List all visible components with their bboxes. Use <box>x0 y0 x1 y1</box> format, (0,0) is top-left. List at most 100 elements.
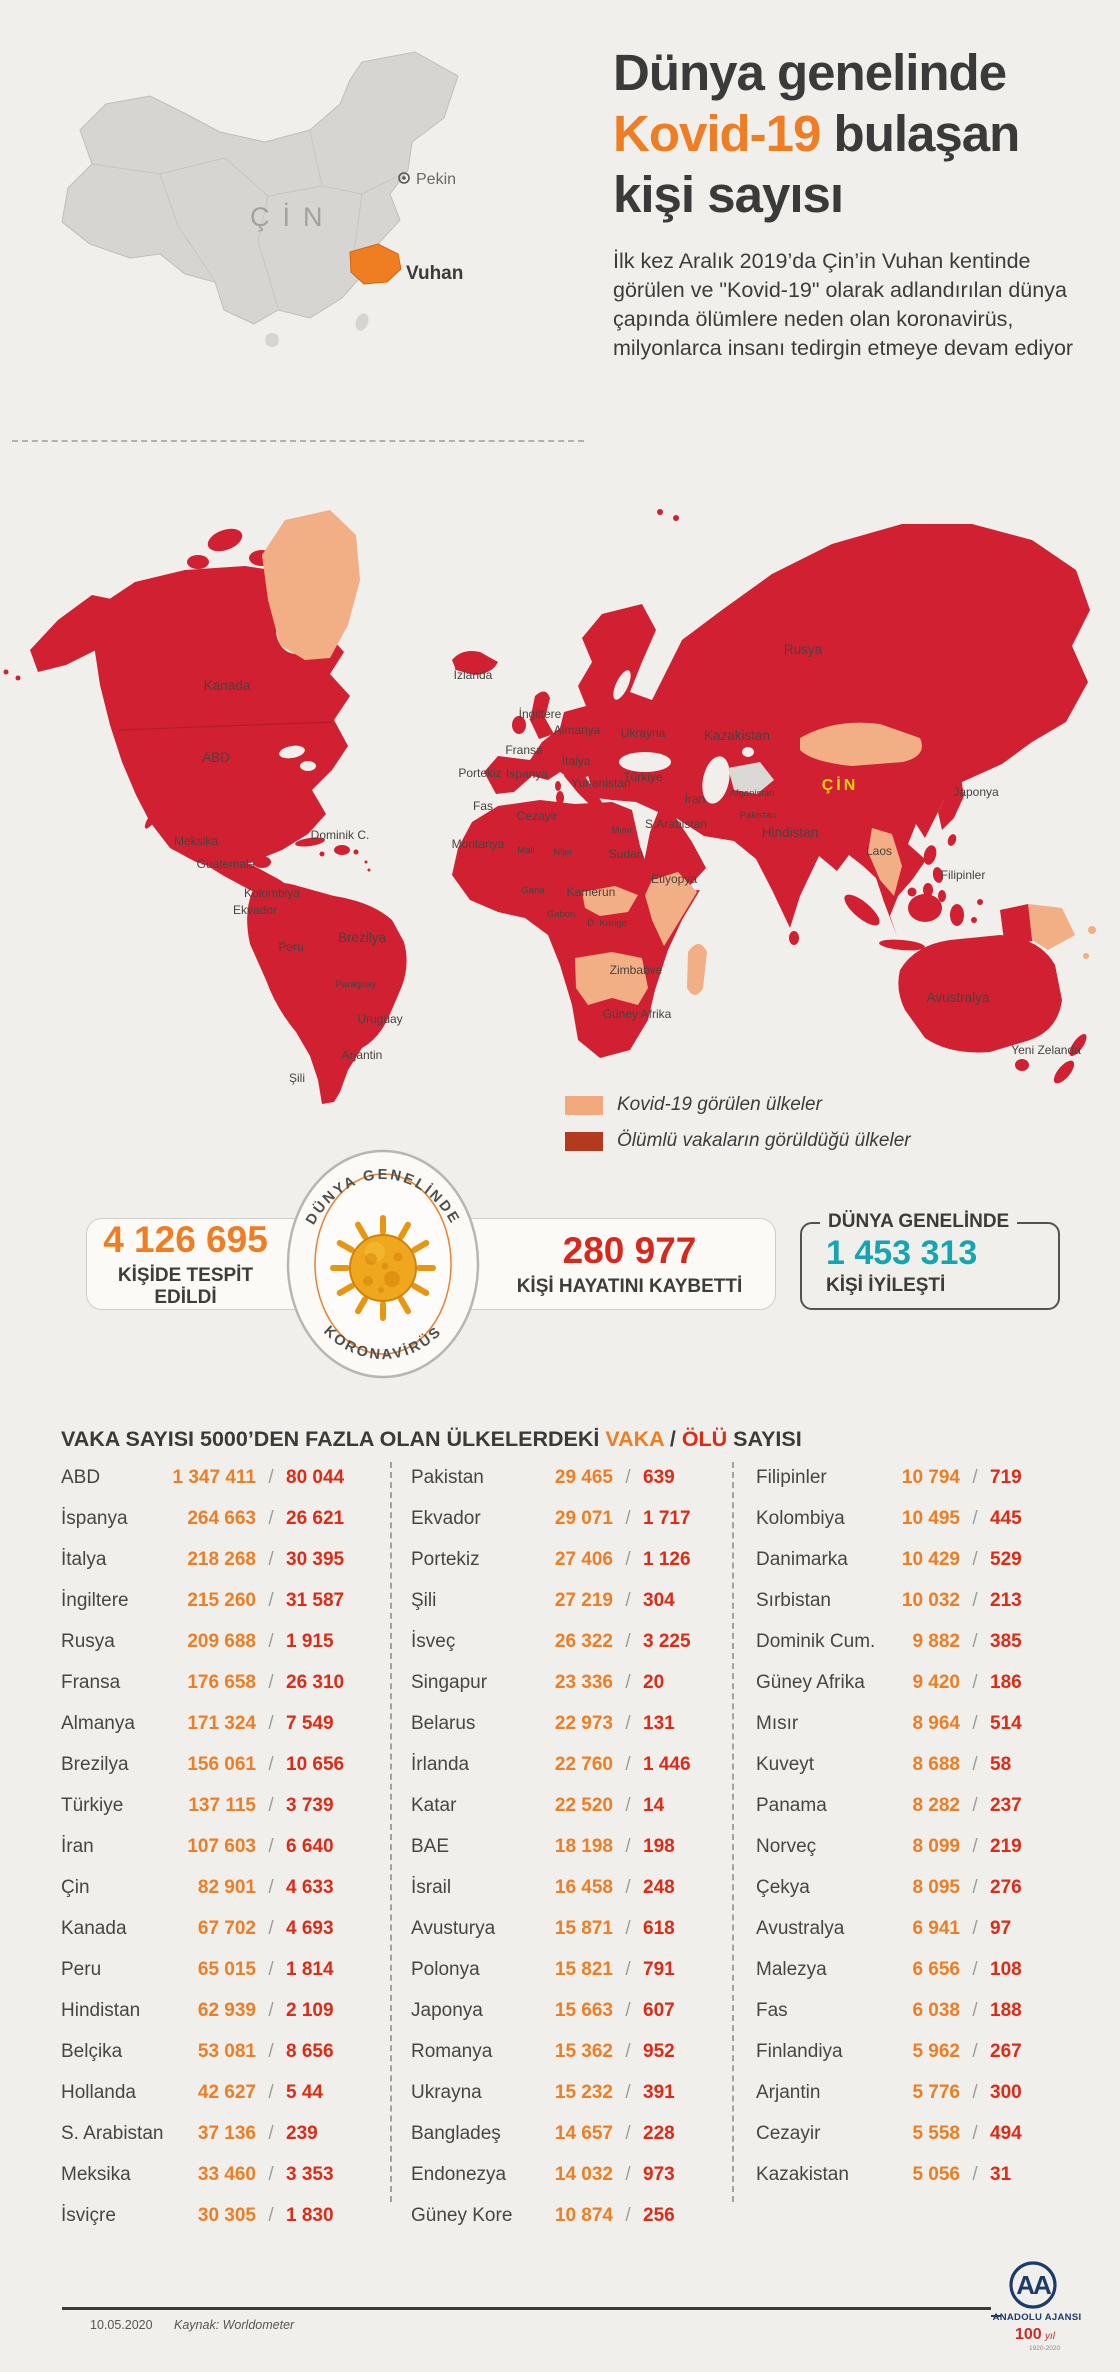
country-name: Brezilya <box>61 1753 129 1775</box>
mongolia-shape <box>800 722 922 766</box>
cases-value: 10 794 <box>901 1466 960 1488</box>
country-name: Kazakistan <box>756 2163 849 2185</box>
country-name: İsviçre <box>61 2204 116 2226</box>
title-line2: bulaşan <box>820 105 1021 162</box>
cases-value: 8 964 <box>912 1712 960 1734</box>
slash-separator: / <box>625 1630 631 1652</box>
cases-value: 264 663 <box>187 1507 256 1529</box>
legend-row-deaths: Ölümlü vakaların görüldüğü ülkeler <box>565 1130 911 1152</box>
cases-value: 29 465 <box>554 1466 613 1488</box>
country-name: İran <box>61 1835 94 1857</box>
black-sea <box>619 752 671 772</box>
country-name: Katar <box>411 1794 457 1816</box>
country-name: Singapur <box>411 1671 488 1693</box>
table-row: Meksika 33 460 / 3 353 <box>61 2154 366 2195</box>
table-row: Japonya 15 663 / 607 <box>411 1990 723 2031</box>
table-row: Kanada 67 702 / 4 693 <box>61 1908 366 1949</box>
table-row: Avustralya 6 941 / 97 <box>756 1908 1070 1949</box>
slash-separator: / <box>268 1630 274 1652</box>
deaths-value: 188 <box>990 1999 1022 2021</box>
table-row: Cezayir 5 558 / 494 <box>756 2113 1070 2154</box>
footer-date: 10.05.2020 <box>90 2318 153 2332</box>
table-row: Almanya 171 324 / 7 549 <box>61 1703 366 1744</box>
country-name: Güney Kore <box>411 2204 513 2226</box>
map-label: Gabon <box>547 909 576 920</box>
map-label: Zimbabve <box>610 963 663 977</box>
country-name: BAE <box>411 1835 450 1857</box>
map-label: Güney Afrika <box>603 1007 672 1021</box>
table-row: İsveç 26 322 / 3 225 <box>411 1621 723 1662</box>
cases-value: 8 282 <box>912 1794 960 1816</box>
heading-suffix: SAYISI <box>727 1427 802 1451</box>
deaths-value: 228 <box>643 2122 675 2144</box>
slash-separator: / <box>268 1999 274 2021</box>
confirmed-value: 4 126 695 <box>103 1219 268 1260</box>
title-highlight: Kovid-19 <box>613 105 821 162</box>
country-name: Belarus <box>411 1712 476 1734</box>
map-label: İtalya <box>562 754 591 768</box>
cases-value: 15 663 <box>554 1999 613 2021</box>
country-name: Avusturya <box>411 1917 496 1939</box>
country-name: Peru <box>61 1958 102 1980</box>
confirmed-label: KİŞİDE TESPİT EDİLDİ <box>117 1265 254 1308</box>
borneo-shape <box>908 894 942 922</box>
table-row: İngiltere 215 260 / 31 587 <box>61 1580 366 1621</box>
cases-value: 29 071 <box>554 1507 613 1529</box>
map-label: Şili <box>289 1071 305 1085</box>
baltic-sea <box>613 670 631 700</box>
map-label: Cezayir <box>517 809 558 823</box>
deaths-value: 239 <box>286 2122 318 2144</box>
deaths-value: 304 <box>643 1589 675 1611</box>
table-row: Belçika 53 081 / 8 656 <box>61 2031 366 2072</box>
country-name: Belçika <box>61 2040 123 2062</box>
slash-separator: / <box>268 1712 274 1734</box>
map-label: Meksika <box>174 834 218 848</box>
deaths-value: 391 <box>643 2081 675 2103</box>
country-name: Japonya <box>411 1999 483 2021</box>
deaths-value: 280 977 <box>562 1230 697 1271</box>
country-name: Norveç <box>756 1835 817 1857</box>
table-row: Kazakistan 5 056 / 31 <box>756 2154 1070 2195</box>
table-row: Portekiz 27 406 / 1 126 <box>411 1539 723 1580</box>
slash-separator: / <box>972 1999 978 2021</box>
slash-separator: / <box>972 1917 978 1939</box>
table-row: Hindistan 62 939 / 2 109 <box>61 1990 366 2031</box>
table-row: ABD 1 347 411 / 80 044 <box>61 1457 366 1498</box>
table-row: Fas 6 038 / 188 <box>756 1990 1070 2031</box>
map-label: Moritanya <box>452 837 505 851</box>
map-label: Paraguay <box>336 979 377 990</box>
slash-separator: / <box>268 1958 274 1980</box>
table-row: Brezilya 156 061 / 10 656 <box>61 1744 366 1785</box>
slash-separator: / <box>625 2163 631 2185</box>
deaths-value: 1 446 <box>643 1753 691 1775</box>
slash-separator: / <box>625 1589 631 1611</box>
cases-value: 8 688 <box>912 1753 960 1775</box>
map-label: Rusya <box>784 642 823 657</box>
deaths-value: 1 830 <box>286 2204 334 2226</box>
deaths-value: 186 <box>990 1671 1022 1693</box>
deaths-value: 31 587 <box>286 1589 345 1611</box>
slash-separator: / <box>972 2081 978 2103</box>
map-label: Kamerun <box>567 885 616 899</box>
centennial-years: 1920-2020 <box>1029 2345 1060 2352</box>
country-name: ABD <box>61 1466 101 1488</box>
cases-value: 22 520 <box>554 1794 613 1816</box>
legend-label-cases: Kovid-19 görülen ülkeler <box>617 1094 822 1115</box>
country-name: Ekvador <box>411 1507 481 1529</box>
footer-rule <box>62 2307 991 2310</box>
confirmed-stat: 4 126 695 KİŞİDE TESPİT EDİLDİ <box>87 1219 284 1309</box>
country-name: Kuveyt <box>756 1753 815 1775</box>
centennial-yil: yıl <box>1044 2331 1056 2342</box>
cases-value: 33 460 <box>197 2163 256 2185</box>
country-name: Endonezya <box>411 2163 507 2185</box>
map-label: Kazakistan <box>704 728 770 743</box>
table-row: Rusya 209 688 / 1 915 <box>61 1621 366 1662</box>
map-label: ABD <box>202 750 230 765</box>
map-label: Avustralya <box>927 990 990 1005</box>
country-name: Çin <box>61 1876 90 1898</box>
table-row: BAE 18 198 / 198 <box>411 1826 723 1867</box>
table-row: Hollanda 42 627 / 5 44 <box>61 2072 366 2113</box>
cases-value: 6 941 <box>912 1917 960 1939</box>
map-legend: Kovid-19 görülen ülkeler Ölümlü vakaları… <box>565 1094 911 1166</box>
map-label: Laos <box>866 844 892 858</box>
